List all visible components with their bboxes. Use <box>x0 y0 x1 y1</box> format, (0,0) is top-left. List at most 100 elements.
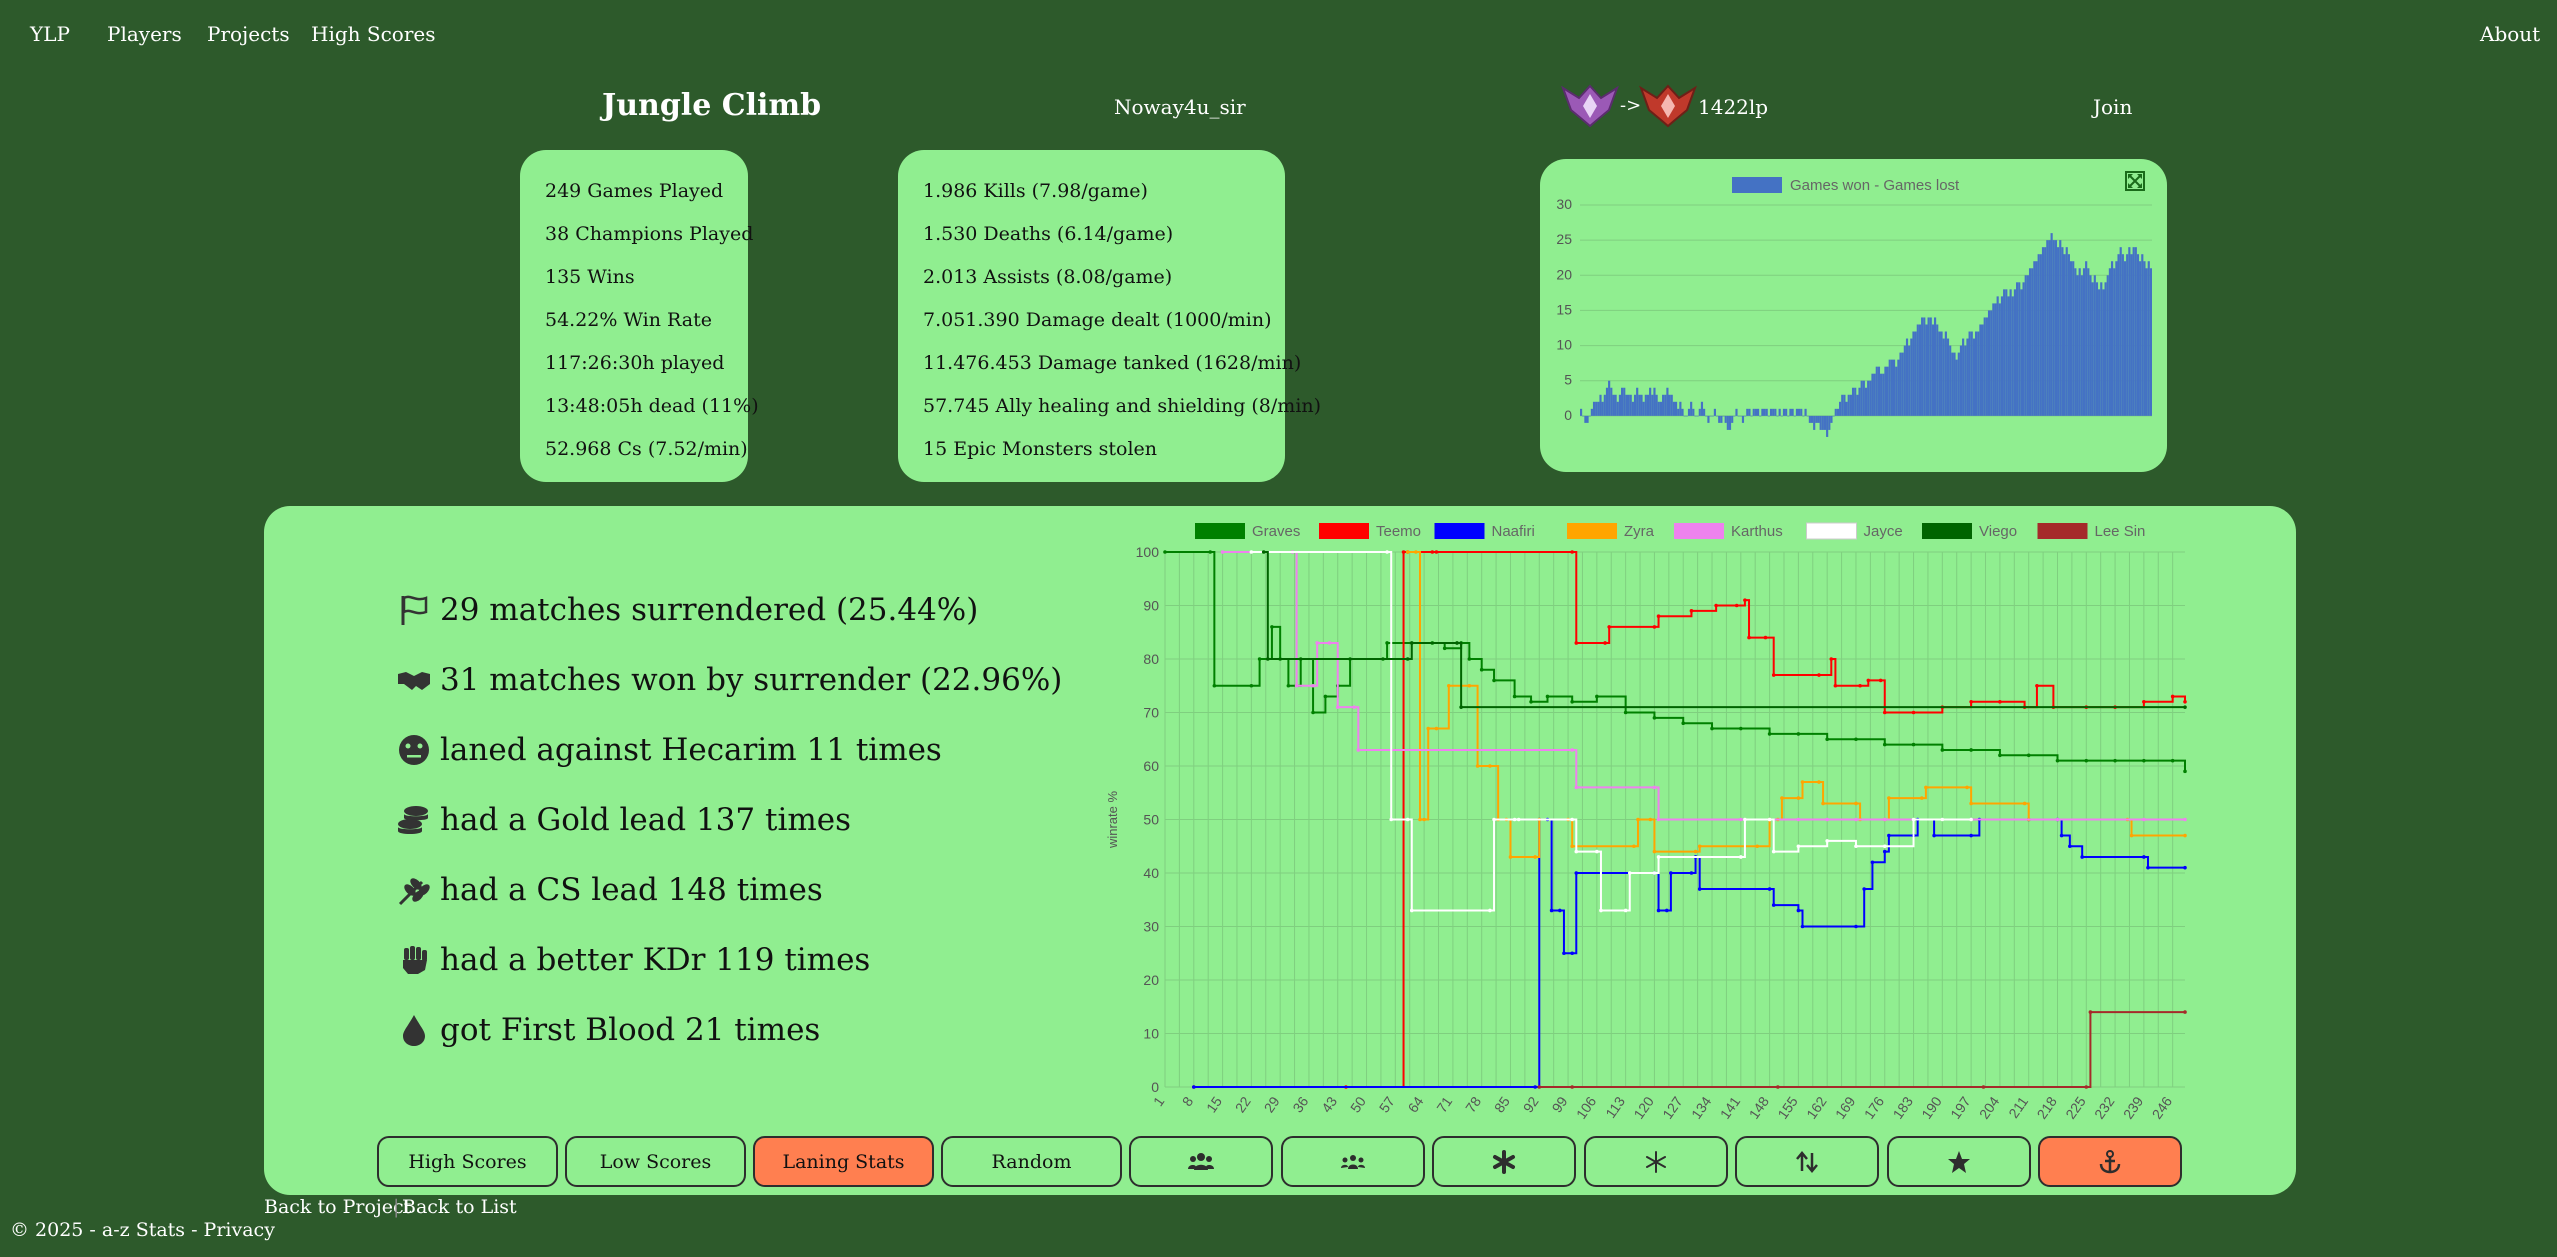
data-point <box>1743 817 1747 822</box>
bar <box>2003 289 2006 416</box>
button-asterisk-bold[interactable] <box>1432 1136 1576 1187</box>
button-asterisk-thin[interactable] <box>1584 1136 1728 1187</box>
bar <box>1586 415 1589 423</box>
data-point <box>1562 951 1566 956</box>
stat-epic-stolen: 15 Epic Monsters stolen <box>923 438 1158 460</box>
lp-value: 1422lp <box>1698 95 1769 119</box>
data-point <box>1697 844 1702 849</box>
data-point <box>1854 737 1858 742</box>
join-link[interactable]: Join <box>2093 95 2133 119</box>
data-point <box>1311 683 1315 688</box>
button-people-group[interactable] <box>1281 1136 1425 1187</box>
back-to-list-link[interactable]: Back to List <box>402 1196 517 1218</box>
button-anchor[interactable] <box>2038 1136 2182 1187</box>
bar <box>2022 282 2025 416</box>
data-point <box>1409 641 1414 645</box>
button-star[interactable] <box>1887 1136 2031 1187</box>
series-jayce <box>1249 550 1973 913</box>
data-point <box>1870 860 1875 865</box>
data-point <box>1664 908 1669 913</box>
bar <box>1851 387 1855 416</box>
data-point <box>1656 855 1661 859</box>
bar <box>1690 401 1693 416</box>
bar <box>2121 254 2124 416</box>
data-point <box>1656 817 1661 822</box>
bar <box>1931 324 1934 416</box>
data-point <box>1882 742 1887 747</box>
x-tick-label: 176 <box>1861 1093 1888 1121</box>
x-tick-label: 127 <box>1659 1093 1686 1121</box>
data-point <box>1833 683 1838 688</box>
button-label: Low Scores <box>599 1150 712 1173</box>
bar <box>1694 415 1697 417</box>
data-point <box>1286 683 1291 688</box>
legend: Games won - Games lost <box>1732 177 1960 194</box>
stat-damage-tanked: 11.476.453 Damage tanked (1628/min) <box>923 352 1302 374</box>
data-point <box>2170 758 2175 763</box>
bar <box>1778 408 1781 416</box>
y-tick-label: 30 <box>1556 196 1572 212</box>
nav-link-high-scores[interactable]: High Scores <box>311 22 436 46</box>
nav-link-projects[interactable]: Projects <box>207 22 290 46</box>
bar <box>1925 324 1928 416</box>
data-point <box>1220 550 1225 554</box>
stats-card-general: 249 Games Played 38 Champions Played 135… <box>520 150 759 482</box>
nav-brand-link[interactable]: YLP <box>30 22 70 46</box>
bar <box>2102 289 2105 416</box>
data-point <box>1385 550 1389 554</box>
expand-arrows-icon[interactable] <box>2125 171 2145 191</box>
bar <box>1789 408 1792 416</box>
x-tick-label: 43 <box>1318 1093 1340 1115</box>
legend: Graves Teemo Naafiri Zyra Karthus Jayce Viego L… <box>1195 522 2145 540</box>
button-low-scores[interactable]: Low Scores <box>565 1136 746 1187</box>
bar-series <box>1580 233 2152 437</box>
bar <box>2098 289 2101 416</box>
player-name[interactable]: Noway4u_sir <box>1114 95 1246 119</box>
fact-surrendered: 29 matches surrendered (25.44%) <box>396 592 978 628</box>
data-point <box>1191 1085 1196 1089</box>
data-point <box>1882 844 1887 849</box>
bar <box>1724 415 1727 423</box>
data-point <box>2084 1085 2089 1089</box>
bar <box>1897 359 1900 416</box>
button-high-scores[interactable]: High Scores <box>377 1136 558 1187</box>
data-point <box>1965 785 1969 790</box>
y-tick-label: 0 <box>1151 1079 1159 1095</box>
legend-label: Graves <box>1252 523 1300 540</box>
button-sort[interactable] <box>1735 1136 1879 1187</box>
bar <box>1677 408 1680 416</box>
data-point <box>1570 951 1574 956</box>
button-random[interactable]: Random <box>941 1136 1122 1187</box>
button-users[interactable] <box>1129 1136 1273 1187</box>
back-to-project-link[interactable]: Back to Project <box>264 1196 412 1218</box>
bar <box>1813 415 1816 430</box>
bar <box>1640 394 1643 416</box>
wheat-icon <box>398 878 430 906</box>
bar <box>1763 408 1766 416</box>
nav-link-players[interactable]: Players <box>107 22 182 46</box>
data-point <box>1919 796 1924 800</box>
fact-won-by-surrender: 31 matches won by surrender (22.96%) <box>396 662 1062 698</box>
bar <box>1864 387 1868 416</box>
bar <box>2046 240 2049 416</box>
data-point <box>1512 694 1517 699</box>
footer-copyright[interactable]: © 2025 - a-z Stats - Privacy <box>10 1219 275 1241</box>
button-label: High Scores <box>408 1150 527 1173</box>
series-naafiri <box>1191 817 2187 1089</box>
bar <box>2031 268 2034 416</box>
bar <box>1791 408 1794 416</box>
fact-first-blood: got First Blood 21 times <box>396 1012 820 1048</box>
bar <box>1862 380 1865 416</box>
data-point <box>1249 550 1254 554</box>
series-line <box>1222 551 2185 821</box>
bar <box>2100 282 2103 416</box>
button-laning-stats[interactable]: Laning Stats <box>753 1136 934 1187</box>
nav-link-about[interactable]: About <box>2480 22 2541 46</box>
bar <box>2057 247 2060 416</box>
data-point <box>2170 694 2175 699</box>
bar <box>1709 415 1712 417</box>
x-tick-label: 134 <box>1688 1093 1715 1121</box>
bar <box>1964 345 1967 416</box>
data-point <box>1442 646 1447 651</box>
data-point <box>1932 833 1936 838</box>
